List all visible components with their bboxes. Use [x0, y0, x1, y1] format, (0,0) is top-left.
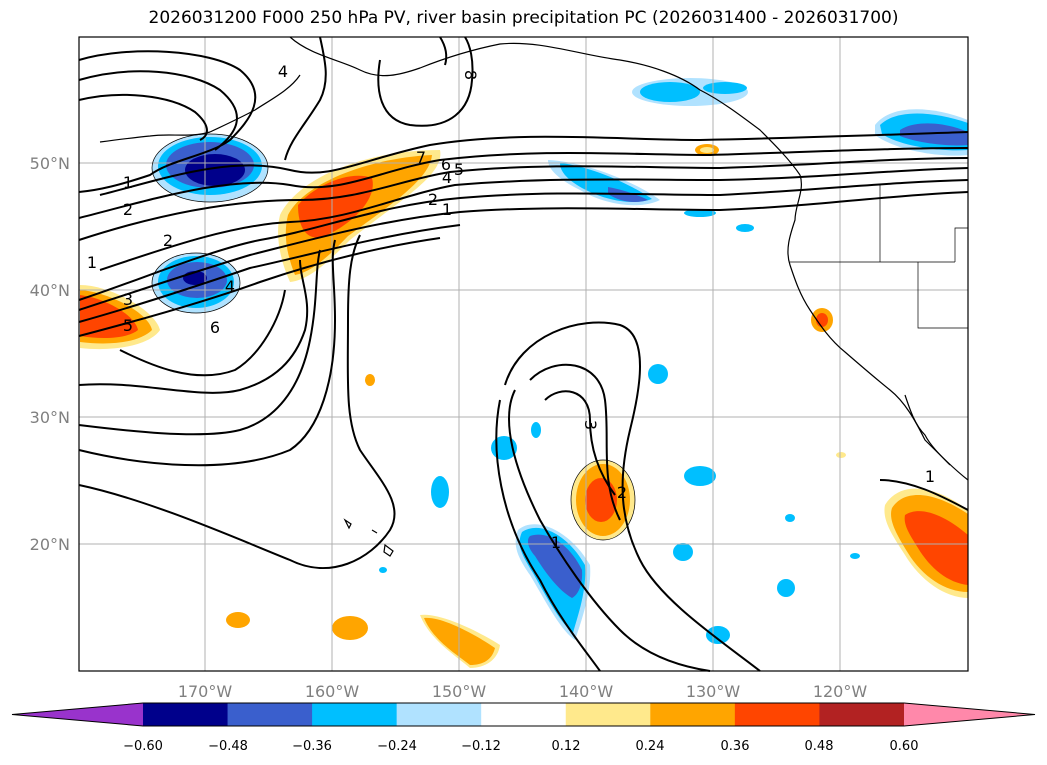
- colorbar-tick-label: −0.60: [123, 739, 163, 754]
- colorbar-extend-low: [12, 703, 143, 726]
- map-frame: [78, 36, 969, 672]
- colorbar-tick-label: −0.12: [461, 739, 501, 754]
- precip-positive-blob: [226, 612, 250, 628]
- precipitation-shading: [80, 78, 968, 668]
- colorbar-tick-label: 0.24: [636, 739, 665, 754]
- pv-label: 1: [925, 467, 935, 486]
- colorbar-outline: [11, 702, 1036, 727]
- pv-label: 4: [278, 62, 288, 81]
- pv-label: 2: [617, 483, 627, 502]
- colorbar-bin: [650, 703, 736, 726]
- pv-label: 1: [442, 200, 452, 219]
- lon-label-120w: 120°W: [813, 682, 868, 701]
- colorbar-tick-label: 0.60: [890, 739, 919, 754]
- pv-contour-labels: 4 8 1 2 2 7 6 5 4 2 1 1 3 5 4 6 3 2 1 1: [87, 62, 935, 552]
- pv-label: 2: [123, 200, 133, 219]
- colorbar: [11, 702, 1036, 727]
- colorbar-tick-label: 0.36: [721, 739, 750, 754]
- coastlines: [99, 36, 969, 557]
- colorbar-bin: [565, 703, 651, 726]
- precip-negative-blob: [640, 82, 700, 102]
- precip-negative-blob: [706, 626, 730, 644]
- precip-positive-blob: [700, 147, 714, 153]
- map-title: 2026031200 F000 250 hPa PV, river basin …: [148, 8, 899, 28]
- colorbar-tick-label: 0.12: [552, 739, 581, 754]
- pv-label: 2: [428, 190, 438, 209]
- pv-label: 3: [581, 420, 600, 430]
- precip-negative-blob: [785, 514, 795, 522]
- pv-contours: [78, 36, 969, 672]
- precip-negative-blob: [531, 422, 541, 438]
- longitude-labels: 170°W 160°W 150°W 140°W 130°W 120°W: [178, 682, 868, 701]
- precip-negative-blob: [673, 543, 693, 561]
- lon-label-150w: 150°W: [432, 682, 487, 701]
- precip-negative-blob: [560, 163, 652, 202]
- lon-label-160w: 160°W: [305, 682, 360, 701]
- precip-positive-blob: [836, 452, 846, 458]
- pv-label: 4: [442, 168, 452, 187]
- pv-label: 1: [123, 173, 133, 192]
- lat-label-50n: 50°N: [30, 154, 70, 173]
- colorbar-tick-label: −0.24: [377, 739, 417, 754]
- precip-positive-blob: [332, 616, 368, 640]
- colorbar-bin: [143, 703, 229, 726]
- pv-label: 7: [416, 148, 426, 167]
- lat-lon-grid: [79, 37, 968, 671]
- precip-positive-blob: [298, 175, 373, 238]
- pv-label: 5: [454, 160, 464, 179]
- precip-negative-blob: [684, 209, 716, 217]
- precip-positive-blob: [816, 313, 828, 327]
- colorbar-tick-label: 0.48: [805, 739, 834, 754]
- precip-negative-blob: [379, 567, 387, 573]
- lat-label-40n: 40°N: [30, 281, 70, 300]
- colorbar-bin: [312, 703, 398, 726]
- pv-label: 6: [210, 318, 220, 337]
- precip-negative-blob: [185, 154, 245, 186]
- pv-label: 1: [87, 253, 97, 272]
- colorbar-bin: [227, 703, 313, 726]
- lat-label-20n: 20°N: [30, 535, 70, 554]
- precip-negative-blob: [850, 553, 860, 559]
- precip-negative-blob: [777, 579, 795, 597]
- latitude-labels: 50°N 40°N 30°N 20°N: [30, 154, 70, 554]
- colorbar-tick-label: −0.36: [292, 739, 332, 754]
- precip-negative-blob: [900, 123, 968, 146]
- pv-label: 4: [225, 277, 235, 296]
- precip-positive-blob: [365, 374, 375, 386]
- precip-negative-blob: [703, 82, 747, 94]
- pv-label: 6: [441, 155, 451, 174]
- lon-label-140w: 140°W: [559, 682, 614, 701]
- pv-label: 3: [123, 290, 133, 309]
- colorbar-tick-labels: −0.60 −0.48 −0.36 −0.24 −0.12 0.12 0.24 …: [123, 739, 918, 754]
- pv-label: 2: [163, 231, 173, 250]
- pv-label: 8: [461, 70, 480, 80]
- colorbar-bin: [734, 703, 820, 726]
- lat-label-30n: 30°N: [30, 408, 70, 427]
- precip-outlines: [151, 133, 636, 541]
- precip-negative-blob: [431, 476, 449, 508]
- precip-negative-blob: [736, 224, 754, 232]
- precip-negative-blob: [684, 466, 716, 486]
- pv-label: 5: [123, 316, 133, 335]
- colorbar-extend-high: [904, 703, 1035, 726]
- lon-label-130w: 130°W: [686, 682, 741, 701]
- precip-negative-blob: [648, 364, 668, 384]
- pv-label: 1: [551, 533, 561, 552]
- colorbar-bin: [481, 703, 567, 726]
- colorbar-bin: [819, 703, 905, 726]
- precip-negative-blob: [527, 534, 583, 598]
- precip-positive-blob: [904, 511, 968, 585]
- colorbar-tick-label: −0.48: [208, 739, 248, 754]
- colorbar-bin: [396, 703, 482, 726]
- lon-label-170w: 170°W: [178, 682, 233, 701]
